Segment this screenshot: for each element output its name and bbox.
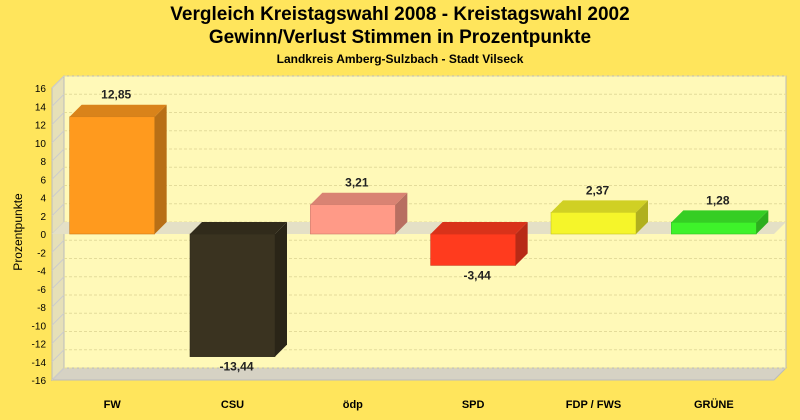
category-labels: FW CSU ödp SPD FDP / FWS GRÜNE <box>104 398 734 411</box>
bar-side <box>515 222 528 266</box>
y-tick-label: 2 <box>40 212 46 223</box>
bar-fdp-fws <box>550 212 637 235</box>
bar-side <box>395 192 408 234</box>
gridline-side <box>51 258 65 271</box>
gridline-side <box>51 203 65 217</box>
bar-side <box>636 200 648 234</box>
bar-top <box>69 104 167 117</box>
y-tick-label: 0 <box>40 230 46 241</box>
y-tick-label: -10 <box>32 321 47 332</box>
gridline-side <box>51 166 65 180</box>
bar-gr-ne <box>671 222 757 235</box>
y-tick-label: 4 <box>40 194 46 205</box>
value-label: 3,21 <box>345 176 369 190</box>
gridline-side <box>51 112 65 125</box>
category-label: FDP / FWS <box>566 399 621 411</box>
bar-top <box>190 222 287 234</box>
gridline-side <box>51 294 65 308</box>
gridline-side <box>51 312 65 326</box>
bar-side <box>756 210 769 234</box>
gridline-side <box>51 185 65 198</box>
y-axis-label: Prozentpunkte <box>11 193 25 271</box>
category-label: SPD <box>462 399 485 411</box>
value-label: -13,44 <box>219 360 253 374</box>
y-tick-label: -2 <box>37 248 46 259</box>
category-label: GRÜNE <box>694 398 734 411</box>
y-tick-label: 8 <box>40 157 46 168</box>
y-tick-label: -4 <box>37 267 46 278</box>
y-tick-label: -8 <box>37 303 46 314</box>
value-labels: 12,85 -13,44 3,21 -3,44 2,37 1,28 <box>101 88 730 374</box>
category-label: ödp <box>343 399 363 411</box>
gridline-side <box>51 130 65 144</box>
category-label: FW <box>104 399 122 411</box>
bar-csu <box>189 233 276 357</box>
bar--dp <box>310 204 396 235</box>
y-tick-label: -14 <box>32 358 47 369</box>
gridline-side <box>51 93 65 107</box>
y-axis-ticks: 16 14 12 10 8 6 4 2 0 -2 -4 -6 -8 -10 -12 -14 -16 <box>32 84 47 387</box>
y-tick-label: 14 <box>35 102 47 113</box>
bar-side <box>275 222 287 357</box>
gridline-side <box>51 367 65 381</box>
chart-subtitle: Gewinn/Verlust Stimmen in Prozentpunkte <box>208 27 592 48</box>
chart-title: Vergleich Kreistagswahl 2008 - Kreistags… <box>170 4 630 25</box>
y-tick-label: 6 <box>40 175 46 186</box>
bar-top <box>671 210 769 223</box>
y-tick-label: 10 <box>35 139 47 150</box>
bar-spd <box>430 233 516 266</box>
gridline-side <box>51 75 65 89</box>
gridline-side <box>51 331 65 344</box>
value-label: 2,37 <box>586 183 610 197</box>
value-label: -3,44 <box>463 268 491 282</box>
bar-fw <box>69 116 155 235</box>
gridline-side <box>51 148 65 162</box>
gridline-side <box>51 239 65 253</box>
gridline-side <box>51 349 65 363</box>
y-tick-label: 16 <box>35 84 47 95</box>
bars <box>69 104 769 357</box>
plot-floor <box>50 367 788 381</box>
chart-region-subtitle: Landkreis Amberg-Sulzbach - Stadt Vilsec… <box>276 52 524 66</box>
gridline-side <box>51 276 65 290</box>
bar-top <box>310 192 408 205</box>
y-tick-label: -6 <box>37 285 46 296</box>
y-tick-label: -12 <box>32 340 47 351</box>
y-tick-label: 12 <box>35 121 47 132</box>
value-label: 1,28 <box>706 193 730 207</box>
bar-top <box>430 222 528 234</box>
value-label: 12,85 <box>101 88 131 102</box>
bar-top <box>551 200 648 213</box>
bar-side <box>154 104 167 235</box>
category-label: CSU <box>221 399 244 411</box>
y-tick-label: -16 <box>32 376 47 387</box>
